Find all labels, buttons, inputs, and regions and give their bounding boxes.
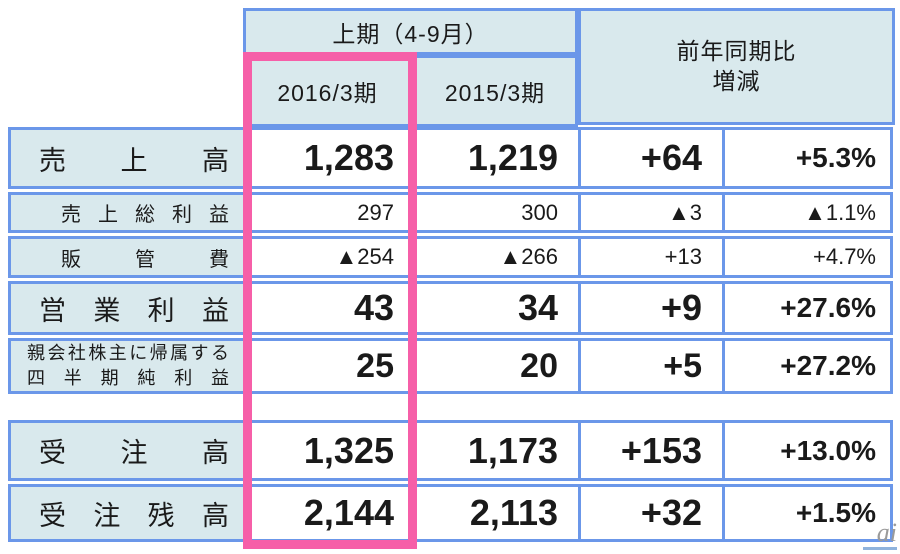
header-period-group-label: 上期（4-9月） <box>332 20 489 47</box>
header-col-2016: 2016/3期 <box>243 55 412 127</box>
header-col-2015-label: 2015/3期 <box>444 80 546 106</box>
value-current: 1,325 <box>243 423 412 478</box>
value-current: 25 <box>243 341 412 391</box>
header-col-2016-label: 2016/3期 <box>277 80 378 106</box>
table-row-quarterly-net-income: 親会社株主に帰属する 四半期純利益 25 20 +5 +27.2% <box>8 338 893 394</box>
header-col-2015: 2015/3期 <box>412 55 578 127</box>
value-prior: 2,113 <box>412 487 578 539</box>
value-current: ▲254 <box>243 239 412 275</box>
table-row-order-backlog: 受注残高 2,144 2,113 +32 +1.5% <box>8 484 893 542</box>
header-yoy-change: 前年同期比 増減 <box>578 8 895 125</box>
value-diff: +64 <box>578 130 722 186</box>
watermark: ai <box>863 520 897 550</box>
row-label-line1: 親会社株主に帰属する <box>27 342 229 363</box>
value-diff: +32 <box>578 487 722 539</box>
value-diff: +153 <box>578 423 722 478</box>
table-row-orders-received: 受注高 1,325 1,173 +153 +13.0% <box>8 420 893 481</box>
table-row-gross-profit: 売上総利益 297 300 ▲3 ▲1.1% <box>8 192 893 233</box>
value-current: 2,144 <box>243 487 412 539</box>
value-pct: +27.2% <box>722 341 890 391</box>
table-row-net-sales: 売上高 1,283 1,219 +64 +5.3% <box>8 127 893 189</box>
value-pct: +27.6% <box>722 284 890 332</box>
table-row-operating-income: 営業利益 43 34 +9 +27.6% <box>8 281 893 335</box>
table-row-sga-expenses: 販管費 ▲254 ▲266 +13 +4.7% <box>8 236 893 278</box>
value-diff: +9 <box>578 284 722 332</box>
watermark-text: ai <box>876 518 897 547</box>
value-prior: 1,219 <box>412 130 578 186</box>
row-label-line2: 四半期純利益 <box>27 368 229 388</box>
value-prior: 34 <box>412 284 578 332</box>
row-label: 販管費 <box>11 239 243 275</box>
value-prior: ▲266 <box>412 239 578 275</box>
value-prior: 1,173 <box>412 423 578 478</box>
value-diff: +5 <box>578 341 722 391</box>
row-label: 受注高 <box>11 423 243 478</box>
value-current: 43 <box>243 284 412 332</box>
value-prior: 20 <box>412 341 578 391</box>
row-label: 親会社株主に帰属する 四半期純利益 <box>11 341 243 391</box>
row-label: 営業利益 <box>11 284 243 332</box>
value-prior: 300 <box>412 195 578 230</box>
value-current: 297 <box>243 195 412 230</box>
value-pct: +5.3% <box>722 130 890 186</box>
row-label: 売上総利益 <box>11 195 243 230</box>
value-diff: +13 <box>578 239 722 275</box>
header-yoy-line2: 増減 <box>712 67 761 94</box>
header-period-group: 上期（4-9月） <box>243 8 578 55</box>
row-label: 売上高 <box>11 130 243 186</box>
value-pct: ▲1.1% <box>722 195 890 230</box>
value-diff: ▲3 <box>578 195 722 230</box>
watermark-subtext-bar <box>863 547 897 550</box>
row-label: 受注残高 <box>11 487 243 539</box>
value-current: 1,283 <box>243 130 412 186</box>
header-yoy-line1: 前年同期比 <box>676 37 797 64</box>
value-pct: +13.0% <box>722 423 890 478</box>
value-pct: +4.7% <box>722 239 890 275</box>
value-pct: +1.5% <box>722 487 890 539</box>
